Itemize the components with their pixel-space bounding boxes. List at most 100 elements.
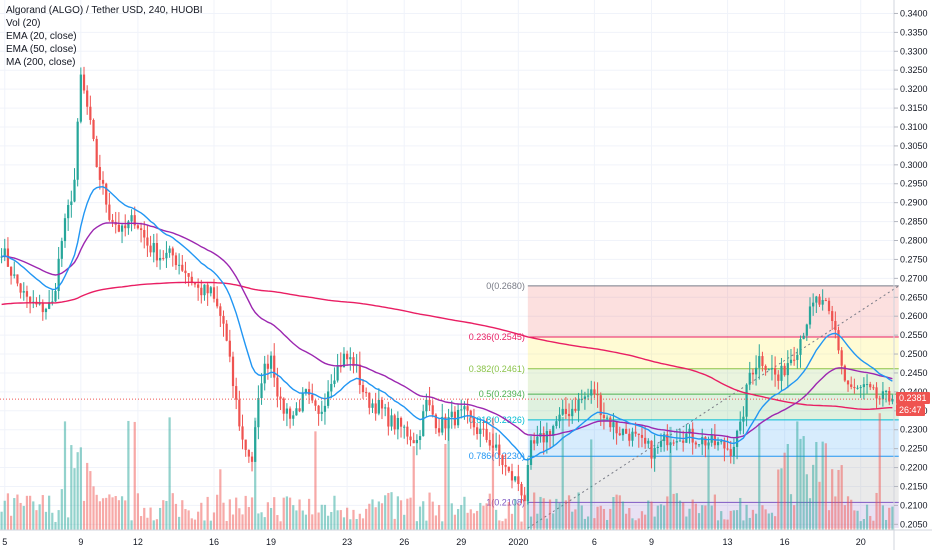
volume-bar [222, 502, 225, 530]
candle-body [358, 364, 361, 386]
volume-bar [514, 499, 517, 530]
volume-bar [346, 507, 349, 530]
candle-body [653, 447, 656, 459]
candle-body [254, 427, 257, 462]
volume-bar [327, 515, 330, 530]
candle-body [82, 74, 86, 91]
candle-body [441, 416, 444, 433]
candle-body [675, 441, 678, 443]
volume-bar [57, 510, 60, 530]
volume-bar [32, 501, 35, 530]
volume-bar [358, 513, 361, 530]
volume-bar [609, 508, 612, 530]
volume-bar [675, 493, 678, 530]
candle-body [19, 283, 22, 293]
volume-bar [837, 469, 840, 530]
volume-bar [827, 510, 831, 530]
volume-bar [447, 425, 450, 530]
legend-ma200[interactable]: MA (200, close) [6, 57, 76, 68]
volume-bar [219, 469, 222, 530]
legend-ema20[interactable]: EMA (20, close) [6, 31, 77, 42]
volume-bar [745, 504, 748, 530]
candle-body [152, 243, 155, 253]
candle-body [593, 389, 596, 395]
volume-bar [482, 505, 485, 530]
candle-body [209, 287, 212, 294]
volume-bar [878, 413, 881, 530]
time-axis-label: 16 [209, 537, 219, 547]
candle-body [802, 335, 805, 340]
volume-bar [523, 494, 526, 530]
candle-body [428, 399, 431, 406]
candle-body [697, 444, 701, 446]
volume-bar [507, 502, 510, 530]
volume-bar [92, 486, 95, 530]
volume-bar [552, 513, 555, 530]
candle-body [491, 445, 495, 448]
time-axis-label: 19 [266, 537, 276, 547]
volume-bar [574, 509, 577, 530]
volume-bar [862, 519, 865, 530]
volume-bar [669, 426, 672, 530]
fib-trend-line [527, 285, 900, 529]
volume-bar [647, 500, 650, 530]
volume-bar [428, 492, 431, 530]
candle-body [808, 306, 812, 325]
volume-bar [127, 420, 130, 530]
candle-body [16, 274, 19, 284]
volume-bar [780, 468, 783, 530]
bar-countdown-tag: 26:47 [896, 404, 925, 417]
volume-bar [266, 502, 269, 530]
candle-body [586, 395, 590, 397]
time-axis-label: 20 [856, 537, 866, 547]
volume-bar [377, 501, 380, 530]
volume-bar [19, 502, 22, 530]
fib-level-label: 0(0.2680) [486, 281, 525, 291]
candle-body [834, 321, 837, 331]
candle-body [824, 300, 827, 302]
candle-body [602, 415, 606, 419]
candle-body [761, 356, 764, 366]
candle-body [853, 386, 856, 389]
candle-body [136, 225, 140, 229]
volume-bar [130, 520, 133, 530]
volume-bar [758, 423, 761, 530]
candle-body [628, 433, 631, 441]
candle-body [786, 363, 789, 376]
candle-body [311, 394, 314, 401]
candle-body [29, 296, 32, 303]
candle-body [266, 363, 269, 369]
volume-bar [605, 519, 609, 530]
candle-body [314, 400, 317, 406]
volume-bar [89, 471, 92, 530]
volume-bar [723, 519, 726, 530]
candle-body [571, 408, 574, 417]
volume-bar [656, 505, 659, 530]
volume-bar [685, 516, 688, 530]
volume-bar [799, 438, 802, 530]
volume-bar [247, 507, 250, 530]
volume-bar [76, 452, 79, 530]
candle-body [888, 390, 891, 402]
price-axis-label: 0.2100 [900, 500, 928, 510]
candle-body [793, 359, 796, 361]
volume-bar [561, 416, 564, 530]
volume-bar [802, 436, 805, 530]
candle-body [659, 441, 663, 447]
time-axis-label: 13 [723, 537, 733, 547]
candle-body [856, 387, 859, 389]
legend-vol[interactable]: Vol (20) [6, 18, 41, 29]
volume-bar [707, 441, 710, 530]
volume-bar [824, 443, 827, 530]
volume-bar [0, 511, 3, 530]
volume-bar [352, 509, 355, 530]
volume-bar [618, 495, 621, 530]
candle-body [361, 385, 365, 393]
volume-bar [761, 505, 764, 530]
volume-bar [146, 517, 149, 530]
legend-ema50[interactable]: EMA (50, close) [6, 44, 77, 55]
volume-bar [136, 493, 140, 530]
candle-body [168, 248, 171, 253]
